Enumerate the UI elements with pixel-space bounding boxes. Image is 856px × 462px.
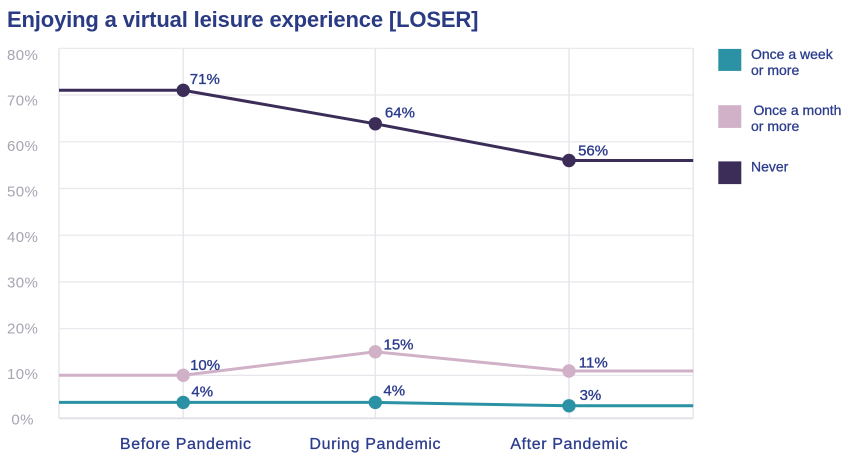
- svg-text:3%: 3%: [580, 387, 602, 404]
- svg-text:After Pandemic: After Pandemic: [510, 436, 628, 453]
- svg-text:Never: Never: [751, 159, 789, 175]
- svg-text:Enjoying a virtual leisure exp: Enjoying a virtual leisure experience [L…: [7, 7, 478, 32]
- svg-text:During Pandemic: During Pandemic: [309, 436, 441, 453]
- svg-text:60%: 60%: [7, 138, 38, 155]
- svg-text:15%: 15%: [384, 337, 414, 354]
- svg-text:or more: or more: [751, 118, 799, 134]
- svg-text:70%: 70%: [7, 92, 38, 109]
- svg-text:10%: 10%: [7, 366, 38, 383]
- svg-text:Once a week: Once a week: [751, 46, 834, 62]
- svg-text:11%: 11%: [579, 355, 608, 372]
- svg-text:4%: 4%: [191, 383, 213, 400]
- svg-text:56%: 56%: [578, 142, 608, 159]
- svg-text:30%: 30%: [7, 275, 38, 292]
- svg-text:40%: 40%: [7, 229, 38, 246]
- svg-text:80%: 80%: [7, 47, 38, 64]
- svg-text:20%: 20%: [7, 320, 38, 337]
- svg-text:4%: 4%: [383, 383, 405, 400]
- svg-text:50%: 50%: [7, 184, 38, 201]
- svg-text:or more: or more: [751, 62, 799, 78]
- svg-text:71%: 71%: [190, 71, 220, 88]
- svg-text:Once a month: Once a month: [754, 102, 842, 118]
- svg-text:10%: 10%: [190, 357, 220, 374]
- svg-text:Before Pandemic: Before Pandemic: [120, 436, 252, 453]
- svg-text:0%: 0%: [11, 412, 33, 429]
- svg-text:64%: 64%: [385, 105, 415, 122]
